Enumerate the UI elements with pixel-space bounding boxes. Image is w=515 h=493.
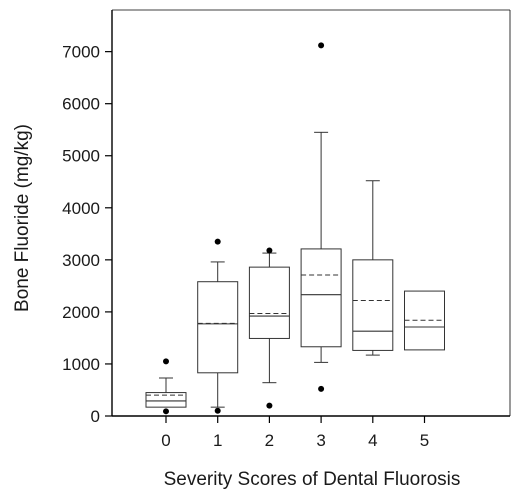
box-iqr [300, 248, 342, 348]
x-tick-label: 5 [420, 431, 429, 450]
x-tick-label: 3 [316, 431, 325, 450]
x-axis-label: Severity Scores of Dental Fluorosis [164, 469, 461, 490]
y-tick-label: 7000 [62, 43, 100, 62]
outlier-point [318, 42, 325, 49]
outlier-point [266, 402, 273, 409]
y-axis-label: Bone Fluoride (mg/kg) [12, 124, 33, 312]
box-iqr [352, 259, 394, 351]
y-tick-label: 5000 [62, 147, 100, 166]
x-tick-label: 2 [265, 431, 274, 450]
outlier-point [266, 247, 273, 254]
y-tick-label: 1000 [62, 355, 100, 374]
y-tick-label: 6000 [62, 95, 100, 114]
y-tick-label: 4000 [62, 199, 100, 218]
x-tick-label: 1 [213, 431, 222, 450]
y-tick-label: 3000 [62, 251, 100, 270]
outlier-point [163, 408, 169, 415]
outlier-point [318, 385, 325, 392]
outlier-point [163, 358, 169, 365]
x-tick-label: 0 [161, 431, 170, 450]
box-iqr [197, 281, 239, 374]
box-iqr [145, 392, 187, 408]
outlier-point [214, 238, 221, 245]
outlier-point [214, 407, 221, 414]
y-tick-label: 0 [91, 407, 100, 426]
box-iqr [248, 266, 290, 339]
y-tick-label: 2000 [62, 303, 100, 322]
x-tick-label: 4 [368, 431, 377, 450]
